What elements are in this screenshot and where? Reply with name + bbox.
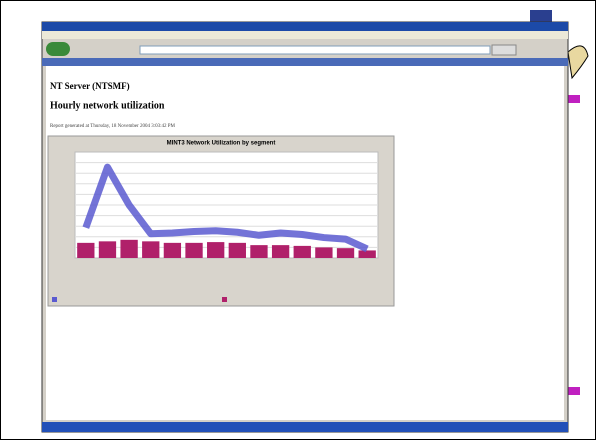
bar — [359, 250, 376, 258]
report-date: Report generated at Thursday, 18 Novembe… — [50, 124, 176, 129]
legend-swatch — [222, 297, 227, 302]
bar — [229, 243, 246, 258]
screen: NT Server (NTSMF) Hourly network utiliza… — [0, 0, 596, 440]
bar — [337, 248, 354, 258]
back-button[interactable] — [46, 42, 70, 56]
bar — [294, 246, 311, 258]
bullet — [568, 387, 580, 395]
bar — [164, 243, 181, 258]
bar — [250, 245, 267, 258]
menu-bar[interactable] — [42, 31, 568, 39]
bar — [272, 245, 289, 258]
title-bar — [42, 22, 568, 31]
chart-title: MINT3 Network Utilization by segment — [167, 141, 276, 147]
bar — [142, 241, 159, 258]
bar — [77, 243, 94, 258]
server-title: NT Server (NTSMF) — [50, 81, 130, 91]
bar — [185, 243, 202, 258]
go-button[interactable] — [492, 45, 516, 55]
bullet — [568, 95, 580, 103]
report-heading: Hourly network utilization — [50, 100, 165, 111]
bar — [99, 241, 116, 258]
bar — [120, 240, 137, 258]
address-bar[interactable] — [140, 46, 490, 54]
taskbar — [42, 422, 568, 432]
legend-swatch — [52, 297, 57, 302]
bar — [207, 242, 224, 258]
links-bar — [42, 58, 568, 66]
bar — [315, 247, 332, 258]
